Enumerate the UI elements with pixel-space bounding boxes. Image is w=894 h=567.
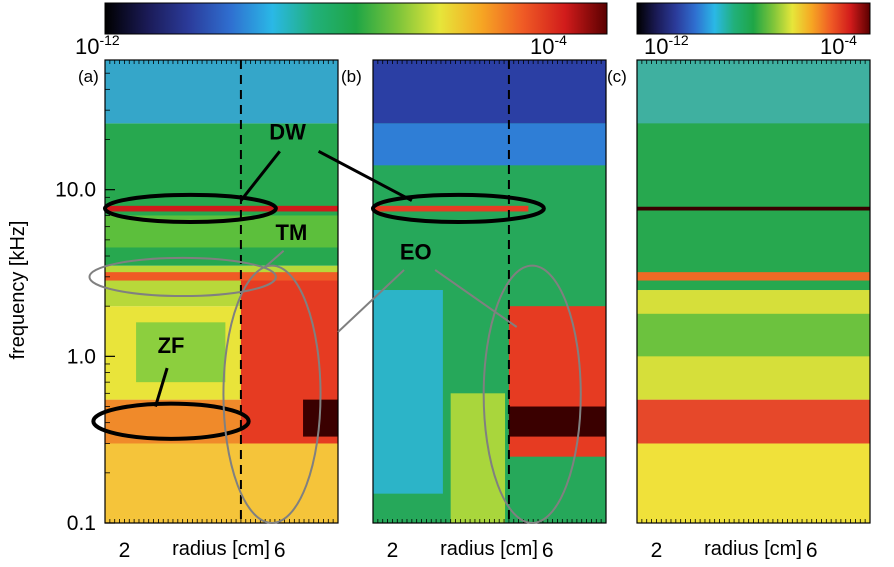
panel-b-heatmap — [373, 60, 606, 523]
annotation-ellipse — [482, 264, 582, 524]
annotation-label: EO — [400, 240, 432, 265]
x-tick-label: 6 — [542, 539, 554, 562]
annotation-ellipse — [103, 192, 278, 224]
heatmap-band-3 — [637, 313, 870, 357]
annotation-overlays: DW TM ZF EO — [88, 120, 582, 524]
panel-a-id: (a) — [78, 67, 99, 86]
heatmap-band-4 — [373, 123, 606, 166]
panel-c-xlabel: radius [cm] — [704, 538, 802, 560]
annotation-leader-line — [317, 149, 413, 202]
colorbar-right-gradient — [636, 2, 871, 35]
y-axis-ticks: 0.1 1.0 10.0 — [55, 59, 115, 535]
heatmap-band-2 — [450, 393, 506, 523]
heatmap-band-1 — [373, 290, 443, 494]
heatmap-band-5 — [637, 60, 870, 124]
x-tick-label: 6 — [274, 539, 286, 562]
colorbar-right-min-label: 10-12 — [644, 32, 689, 59]
panel-b-xlabel: radius [cm] — [440, 538, 538, 560]
heatmap-band-7 — [105, 60, 338, 124]
y-tick-label: 1.0 — [67, 345, 96, 368]
heatmap-band-6 — [637, 272, 870, 281]
heatmap-band-3 — [373, 60, 606, 124]
panel-c-id: (c) — [607, 67, 627, 86]
colorbar-left-gradient — [104, 2, 608, 35]
heatmap-band-0 — [637, 443, 870, 523]
heatmap-band-11 — [105, 205, 338, 212]
x-tick-label: 2 — [387, 539, 399, 562]
colorbar-left-max-label: 10-4 — [530, 32, 567, 59]
panel-a-xlabel: radius [cm] — [172, 538, 270, 560]
panel-c-heatmap — [637, 60, 870, 523]
panel-b-id: (b) — [341, 67, 362, 86]
x-tick-label: 2 — [651, 539, 663, 562]
heatmap-band-3 — [136, 322, 226, 383]
annotation-label: ZF — [158, 333, 185, 358]
annotation-leader-line — [263, 250, 285, 269]
annotation-leader-line — [434, 269, 518, 328]
annotation-leader-line — [337, 269, 405, 333]
heatmap-band-7 — [637, 206, 870, 211]
annotation-label: TM — [276, 220, 308, 245]
annotation-ellipse — [91, 401, 251, 441]
x-tick-label: 6 — [806, 539, 818, 562]
panel-b: 2 6 radius [cm] (b) — [341, 59, 607, 562]
y-tick-label: 0.1 — [67, 512, 96, 535]
annotation-label: DW — [269, 120, 306, 145]
colorbar-right: 10-12 10-4 — [636, 2, 871, 59]
heatmap-band-6 — [508, 406, 606, 437]
colorbar-right-max-label: 10-4 — [820, 32, 857, 59]
annotation-ellipse — [222, 264, 322, 524]
heatmap-band-10 — [105, 272, 338, 281]
y-axis-label: frequency [kHz] — [7, 221, 29, 360]
heatmap-band-0 — [105, 432, 338, 523]
y-tick-label: 10.0 — [55, 179, 96, 202]
annotation-leader-line — [154, 367, 169, 407]
x-tick-label: 2 — [119, 539, 131, 562]
annotation-ellipse — [88, 256, 277, 298]
annotation-leader-line — [239, 150, 281, 202]
heatmap-band-1 — [637, 399, 870, 444]
colorbar-left: 10-12 10-4 — [75, 2, 608, 59]
annotation-ellipse — [371, 192, 546, 224]
colorbar-left-min-label: 10-12 — [75, 32, 120, 59]
heatmap-band-7 — [373, 205, 529, 212]
